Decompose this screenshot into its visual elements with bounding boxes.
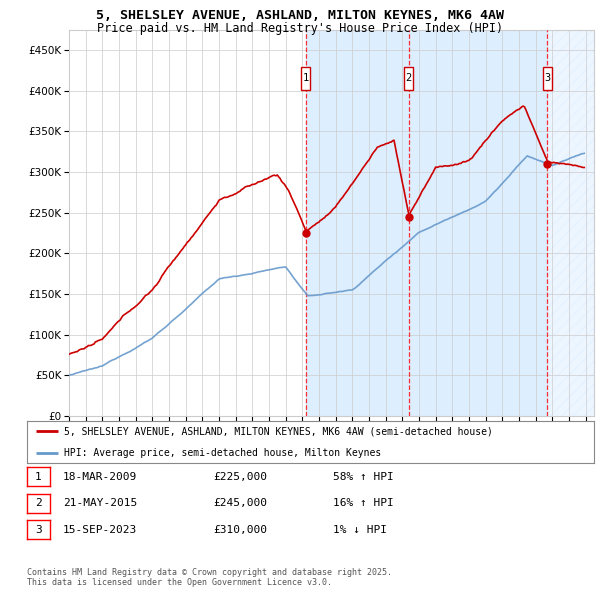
Text: £225,000: £225,000	[213, 472, 267, 481]
Bar	[547, 30, 594, 416]
FancyBboxPatch shape	[543, 67, 552, 90]
Text: 58% ↑ HPI: 58% ↑ HPI	[333, 472, 394, 481]
Text: 15-SEP-2023: 15-SEP-2023	[63, 525, 137, 535]
Text: 3: 3	[544, 73, 551, 83]
FancyBboxPatch shape	[404, 67, 413, 90]
Text: 21-MAY-2015: 21-MAY-2015	[63, 499, 137, 508]
Text: Price paid vs. HM Land Registry's House Price Index (HPI): Price paid vs. HM Land Registry's House …	[97, 22, 503, 35]
Text: 2: 2	[406, 73, 412, 83]
Text: 1% ↓ HPI: 1% ↓ HPI	[333, 525, 387, 535]
Text: 1: 1	[35, 472, 42, 481]
Text: £245,000: £245,000	[213, 499, 267, 508]
Text: 3: 3	[35, 525, 42, 535]
Text: 16% ↑ HPI: 16% ↑ HPI	[333, 499, 394, 508]
Text: 5, SHELSLEY AVENUE, ASHLAND, MILTON KEYNES, MK6 4AW: 5, SHELSLEY AVENUE, ASHLAND, MILTON KEYN…	[96, 9, 504, 22]
Text: Contains HM Land Registry data © Crown copyright and database right 2025.
This d: Contains HM Land Registry data © Crown c…	[27, 568, 392, 587]
Text: 2: 2	[35, 499, 42, 508]
Text: £310,000: £310,000	[213, 525, 267, 535]
Bar	[306, 30, 409, 416]
Text: 18-MAR-2009: 18-MAR-2009	[63, 472, 137, 481]
Text: 5, SHELSLEY AVENUE, ASHLAND, MILTON KEYNES, MK6 4AW (semi-detached house): 5, SHELSLEY AVENUE, ASHLAND, MILTON KEYN…	[64, 427, 493, 436]
Text: 1: 1	[303, 73, 309, 83]
Bar	[409, 30, 547, 416]
FancyBboxPatch shape	[301, 67, 310, 90]
Text: HPI: Average price, semi-detached house, Milton Keynes: HPI: Average price, semi-detached house,…	[64, 448, 381, 457]
